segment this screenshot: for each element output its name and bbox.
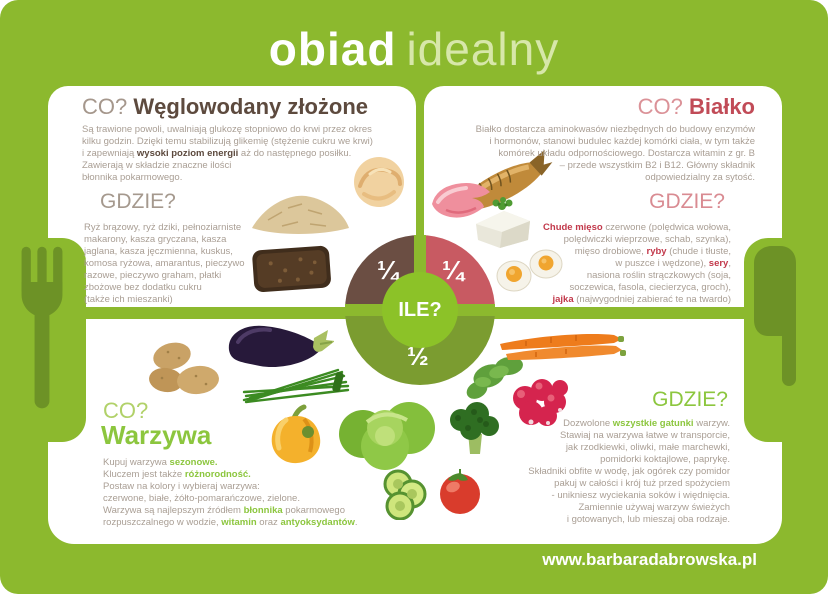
title-word-idealny: idealny [406, 23, 560, 75]
yellow-pepper-photo [271, 404, 321, 464]
radishes-photo [466, 356, 568, 426]
carbs-intro-text: Są trawione powoli, uwalniają glukozę st… [82, 124, 373, 183]
protein-question-label: CO? [637, 94, 683, 119]
plate-portions-diagram: ¼ ¼ ½ ILE? [345, 235, 495, 385]
chives-photo [242, 368, 350, 404]
fork-icon [21, 246, 63, 409]
protein-heading: CO? Białko [638, 94, 755, 120]
protein-name-label: Białko [688, 94, 755, 119]
carbs-question-label: CO? [82, 94, 128, 119]
panel-carbohydrates [48, 86, 416, 307]
cucumber-slices-photo [383, 469, 427, 520]
veggies-fraction-label: ½ [407, 341, 429, 371]
carbs-where-heading: GDZIE? [100, 190, 176, 213]
tomato-photo [440, 469, 480, 514]
carrots-photo [500, 334, 626, 360]
carbs-fraction-label: ¼ [377, 255, 399, 285]
veggies-where-heading: GDZIE? [652, 388, 728, 411]
protein-where-heading: GDZIE? [649, 190, 725, 213]
boiled-eggs-photo [496, 249, 563, 292]
carbs-where-text: Ryż brązowy, ryż dziki, pełnoziarniste m… [84, 222, 245, 305]
protein-where-text: Chude mięso czerwone (polędwica wołowa, … [543, 222, 731, 305]
title-word-obiad: obiad [268, 23, 397, 75]
carbs-name-label: Węglowodany złożone [133, 94, 369, 119]
veggies-intro-text: Kupuj warzywa sezonowe. Kluczem jest tak… [103, 457, 358, 528]
ham-photo [432, 183, 490, 218]
protein-fraction-label: ¼ [442, 255, 464, 285]
plate-question-badge: ILE? [382, 272, 458, 348]
potatoes-photo [149, 342, 219, 395]
veggies-name-label: Warzywa [101, 420, 212, 450]
lettuce-photo [339, 402, 435, 470]
white-cheese-photo [476, 197, 530, 248]
website-url: www.barbaradabrowska.pl [542, 550, 757, 569]
pasta-nest-photo [354, 157, 404, 207]
broccoli-photo [450, 402, 499, 454]
wholegrain-bread-photo [252, 245, 331, 292]
eggplant-photo [228, 325, 334, 368]
poster-title: obiad idealny [0, 22, 828, 76]
knife-icon [754, 246, 796, 386]
veggies-where-text: Dozwolone wszystkie gatunki warzyw. Staw… [528, 418, 730, 525]
brown-rice-photo [252, 195, 349, 234]
carbs-heading: CO? Węglowodany złożone [82, 94, 368, 120]
protein-intro-text: Białko dostarcza aminokwasów niezbędnych… [475, 124, 755, 183]
veggies-question-label: CO? [103, 398, 149, 423]
